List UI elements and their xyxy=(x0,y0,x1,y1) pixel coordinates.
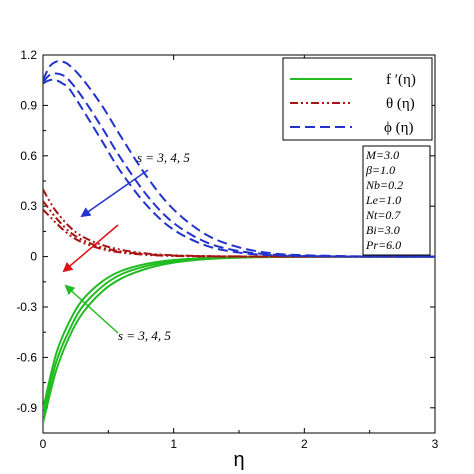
y-tick-label: 0.6 xyxy=(20,149,37,163)
param-bi: Bi=3.0 xyxy=(366,223,400,237)
series-2-curve-2 xyxy=(43,78,435,258)
legend: f ′(η) θ (η) ϕ (η) xyxy=(282,57,433,141)
y-tick-label: -0.9 xyxy=(16,401,37,415)
y-tick-label: 0 xyxy=(30,250,37,264)
annotation-upper-text: s = 3, 4, 5 xyxy=(137,150,190,165)
y-tick-label: -0.3 xyxy=(16,300,37,314)
annotation-lower-text: s = 3, 4, 5 xyxy=(118,328,171,343)
param-nb: Nb=0.2 xyxy=(365,178,403,192)
y-tick-label: -0.6 xyxy=(16,350,37,364)
param-nt: Nt=0.7 xyxy=(365,208,401,222)
x-tick-label: 0 xyxy=(40,437,47,451)
annotation-arrow-phi xyxy=(80,169,149,218)
parameter-box: M=3.0 β=1.0 Nb=0.2 Le=1.0 Nt=0.7 Bi=3.0 … xyxy=(362,145,431,256)
series-0-curve-1 xyxy=(43,255,435,417)
x-tick-label: 2 xyxy=(301,437,308,451)
param-m: M=3.0 xyxy=(365,148,399,162)
legend-label-f-prime: f ′(η) xyxy=(386,72,416,88)
parameter-box-frame xyxy=(362,145,431,256)
param-le: Le=1.0 xyxy=(365,193,401,207)
y-tick-label: 0.9 xyxy=(20,98,37,112)
x-tick-label: 1 xyxy=(170,437,177,451)
annotation-upper: s = 3, 4, 5 xyxy=(62,150,190,273)
legend-label-theta: θ (η) xyxy=(386,96,415,112)
legend-label-phi: ϕ (η) xyxy=(384,120,413,136)
param-pr: Pr=6.0 xyxy=(365,238,401,252)
param-beta: β=1.0 xyxy=(365,163,395,177)
y-tick-label: 1.2 xyxy=(20,48,37,62)
series-0-curve-2 xyxy=(43,255,435,410)
x-axis-label: η xyxy=(233,449,244,471)
y-tick-label: 0.3 xyxy=(20,199,37,213)
series-1-curve-0 xyxy=(43,188,435,258)
series-layer xyxy=(43,60,435,424)
y-axis-ticks: 1.2 0.9 0.6 0.3 0 -0.3 -0.6 -0.9 xyxy=(16,48,435,415)
annotation-arrow-f-prime xyxy=(64,284,119,334)
annotation-lower: s = 3, 4, 5 xyxy=(64,284,171,343)
x-axis-ticks: 0 1 2 3 xyxy=(40,55,439,451)
x-tick-label: 3 xyxy=(432,437,439,451)
series-1-curve-2 xyxy=(43,208,435,258)
annotation-arrow-theta xyxy=(62,224,119,273)
